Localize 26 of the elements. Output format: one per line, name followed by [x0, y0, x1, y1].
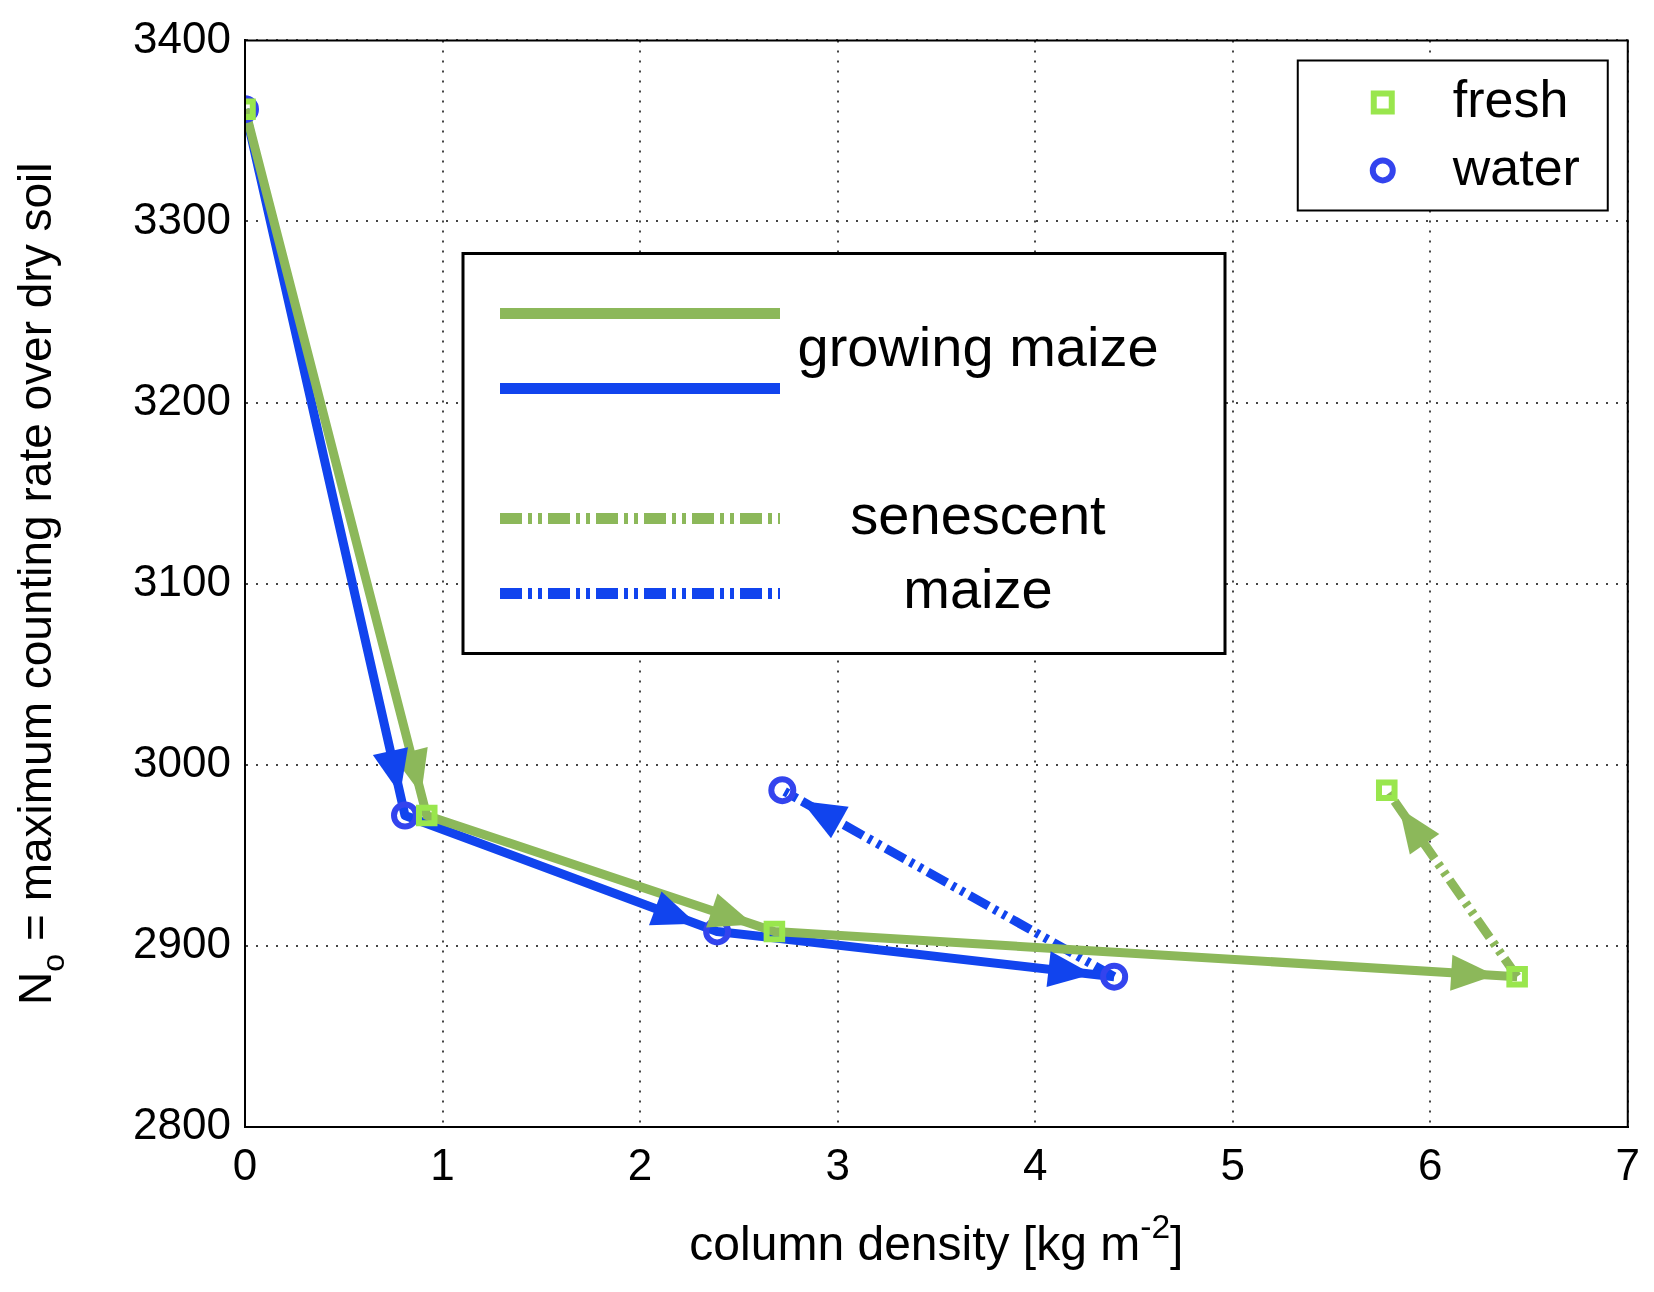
point [1100, 962, 1129, 991]
y-tick-label: 2800 [133, 1099, 231, 1149]
x-tick-label: 2 [627, 1139, 653, 1189]
legend-label: senescent maize [850, 482, 1107, 620]
x-tick-label: 7 [1615, 1139, 1641, 1189]
point [768, 776, 797, 805]
x-tick-label: 1 [430, 1139, 455, 1189]
legend-label: water [1451, 137, 1580, 196]
y-tick-label: 3100 [133, 555, 231, 605]
x-tick-label: 6 [1417, 1139, 1443, 1189]
point [415, 804, 438, 827]
x-tick-label: 5 [1220, 1139, 1245, 1189]
y-tick-label: 3300 [133, 193, 231, 243]
legend-label: fresh [1452, 69, 1569, 128]
y-axis-title: No = maximum counting rate over dry soil [8, 162, 72, 1005]
y-tick-label: 3000 [133, 736, 231, 786]
y-tick-label: 2900 [133, 918, 231, 968]
y-tick-label: 3200 [133, 374, 231, 424]
y-tick-label: 3400 [133, 12, 231, 62]
x-tick-label: 0 [232, 1139, 258, 1189]
point [763, 920, 786, 943]
point [1506, 965, 1528, 988]
point [1375, 779, 1398, 801]
x-tick-label: 4 [1022, 1139, 1048, 1189]
legend-label: growing maize [797, 314, 1159, 378]
x-tick-label: 3 [825, 1139, 850, 1189]
